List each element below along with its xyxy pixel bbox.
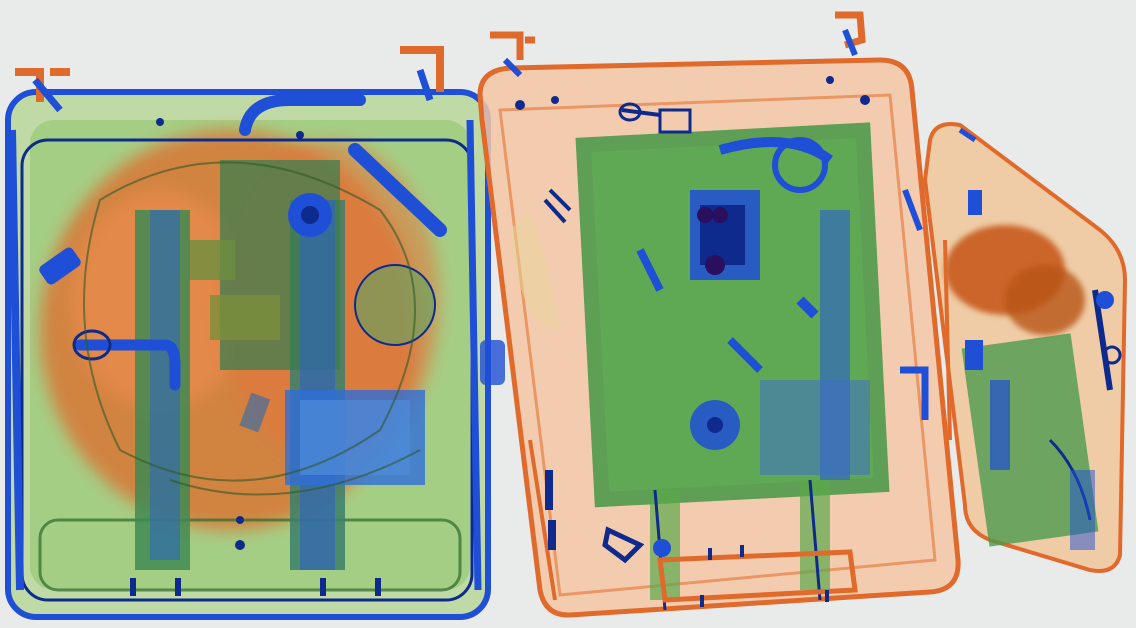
middle-suitcase bbox=[477, 11, 961, 618]
right-bag bbox=[922, 122, 1128, 573]
left-suitcase bbox=[5, 46, 505, 620]
